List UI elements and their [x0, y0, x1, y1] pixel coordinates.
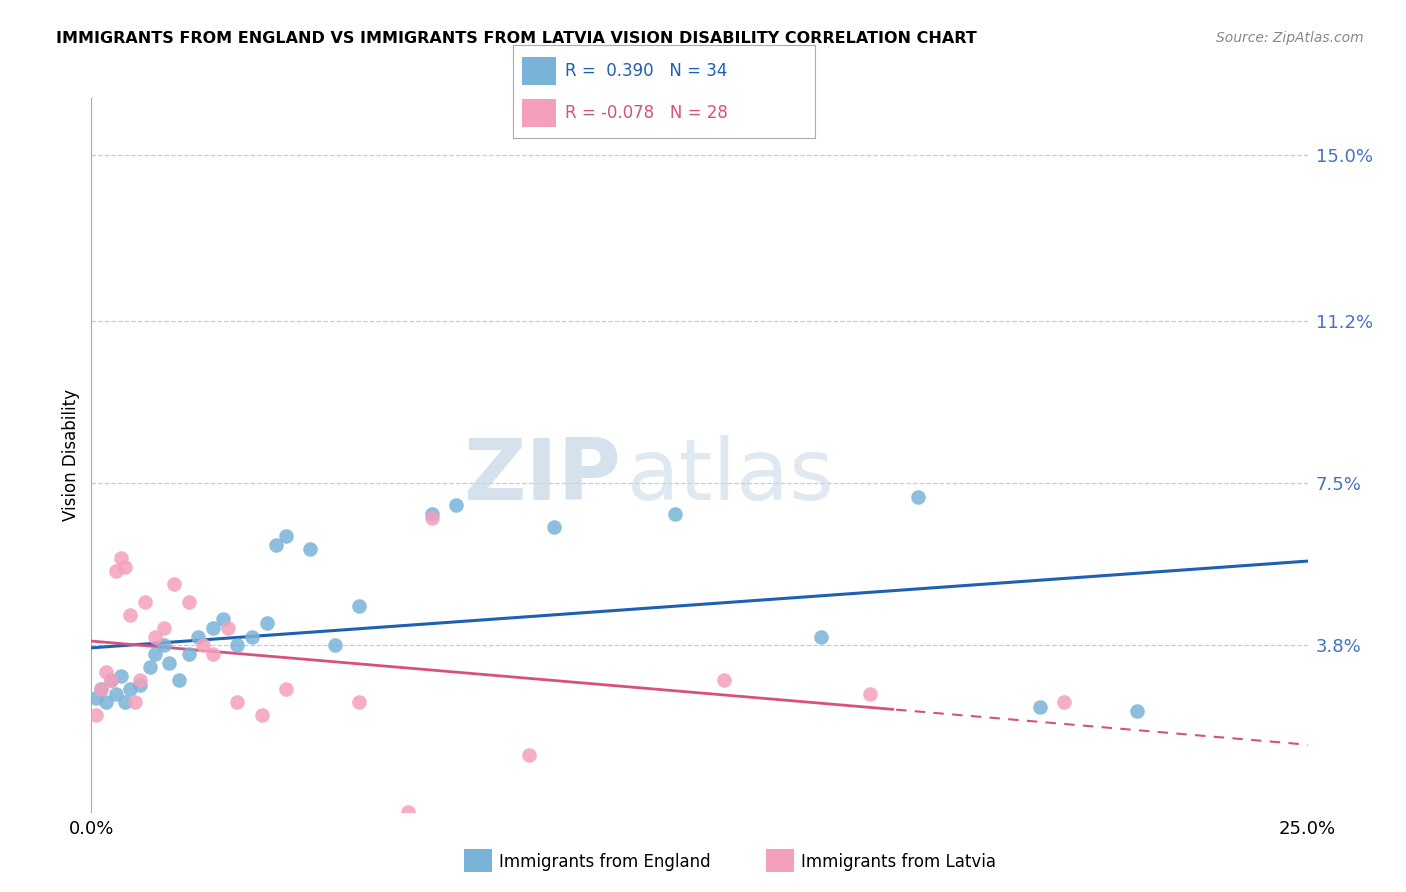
Point	[90, 682, 112, 697]
Point	[396, 805, 419, 819]
Point	[167, 673, 190, 688]
Point	[274, 682, 297, 697]
Point	[90, 682, 112, 697]
Point	[104, 686, 127, 700]
Point	[347, 599, 370, 613]
Point	[420, 507, 443, 521]
Point	[226, 695, 249, 709]
Text: R = -0.078   N = 28: R = -0.078 N = 28	[565, 104, 727, 122]
Point	[1029, 699, 1052, 714]
Point	[444, 498, 467, 512]
Point	[240, 630, 263, 644]
Point	[163, 577, 186, 591]
Point	[139, 660, 162, 674]
Point	[177, 594, 200, 608]
Point	[274, 529, 297, 543]
Point	[299, 542, 322, 557]
Point	[129, 673, 152, 688]
Point	[264, 538, 287, 552]
FancyBboxPatch shape	[522, 99, 555, 127]
Point	[217, 621, 239, 635]
Point	[177, 647, 200, 661]
Point	[202, 647, 225, 661]
Point	[84, 708, 107, 723]
Point	[256, 616, 278, 631]
Y-axis label: Vision Disability: Vision Disability	[62, 389, 80, 521]
Point	[114, 559, 136, 574]
Point	[157, 656, 180, 670]
Point	[226, 638, 249, 652]
Point	[129, 678, 152, 692]
Point	[323, 638, 346, 652]
Point	[713, 673, 735, 688]
Point	[517, 747, 540, 762]
Point	[859, 686, 882, 700]
Point	[153, 621, 176, 635]
Text: Immigrants from Latvia: Immigrants from Latvia	[801, 853, 997, 871]
Point	[120, 682, 142, 697]
Point	[543, 520, 565, 534]
Point	[124, 695, 146, 709]
Text: atlas: atlas	[627, 434, 835, 518]
Point	[114, 695, 136, 709]
Text: ZIP: ZIP	[463, 434, 620, 518]
Point	[202, 621, 225, 635]
Point	[420, 511, 443, 525]
Point	[250, 708, 273, 723]
Point	[94, 665, 117, 679]
Point	[211, 612, 233, 626]
Point	[193, 638, 215, 652]
Text: IMMIGRANTS FROM ENGLAND VS IMMIGRANTS FROM LATVIA VISION DISABILITY CORRELATION : IMMIGRANTS FROM ENGLAND VS IMMIGRANTS FR…	[56, 31, 977, 46]
Point	[100, 673, 122, 688]
Point	[187, 630, 209, 644]
Point	[94, 695, 117, 709]
Point	[84, 690, 107, 705]
Text: Immigrants from England: Immigrants from England	[499, 853, 711, 871]
Point	[143, 630, 166, 644]
FancyBboxPatch shape	[522, 57, 555, 85]
Point	[810, 630, 832, 644]
Point	[907, 490, 929, 504]
Point	[120, 607, 142, 622]
Point	[1053, 695, 1076, 709]
Point	[110, 669, 132, 683]
Point	[153, 638, 176, 652]
Point	[1126, 704, 1149, 718]
Point	[347, 695, 370, 709]
Point	[104, 564, 127, 578]
Point	[110, 550, 132, 565]
Point	[143, 647, 166, 661]
Text: R =  0.390   N = 34: R = 0.390 N = 34	[565, 62, 727, 79]
Point	[664, 507, 686, 521]
Point	[134, 594, 156, 608]
Text: Source: ZipAtlas.com: Source: ZipAtlas.com	[1216, 31, 1364, 45]
Point	[100, 673, 122, 688]
